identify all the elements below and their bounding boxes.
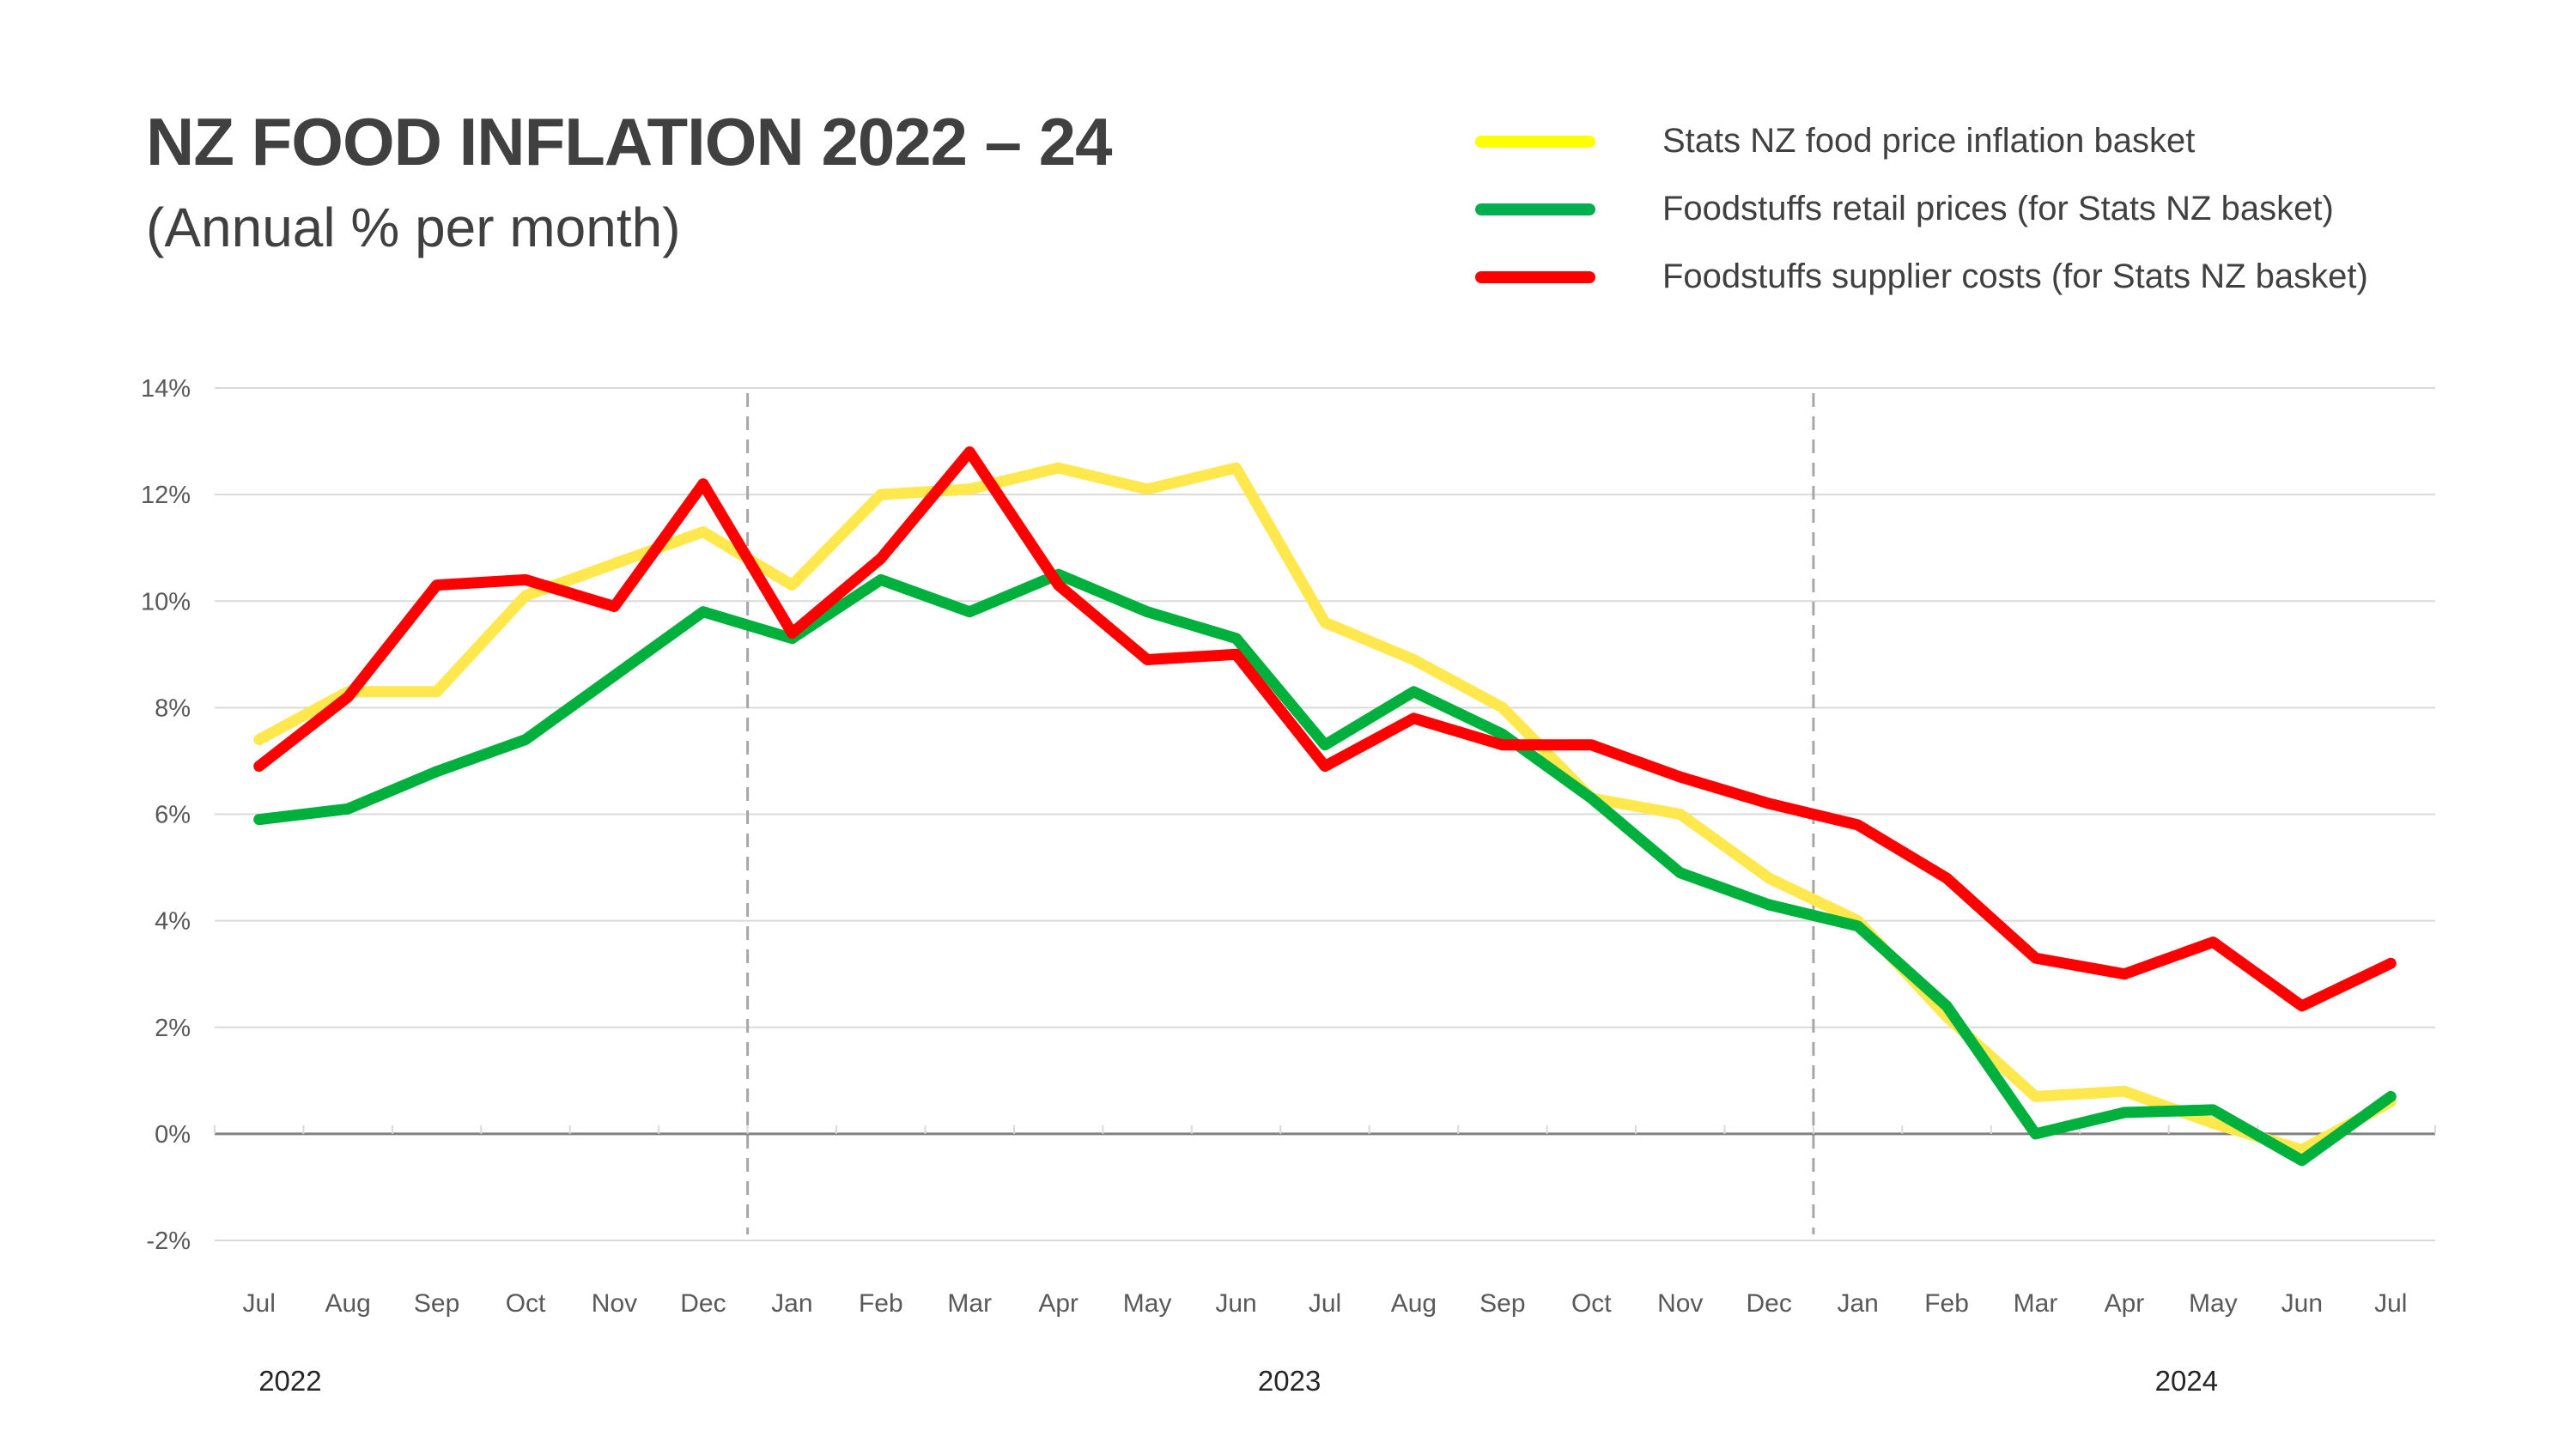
x-tick-label: Jan <box>1837 1289 1878 1318</box>
year-label: 2023 <box>1258 1365 1321 1397</box>
legend-label: Foodstuffs retail prices (for Stats NZ b… <box>1662 190 2334 227</box>
x-tick-label: Jun <box>2281 1289 2323 1318</box>
x-tick-label: Jan <box>771 1289 812 1318</box>
y-tick-label: -2% <box>146 1228 191 1255</box>
x-tick-label: Mar <box>2014 1289 2058 1318</box>
year-label: 2022 <box>258 1365 321 1397</box>
legend-swatch-red <box>1475 270 1595 283</box>
x-tick-label: Mar <box>947 1289 992 1318</box>
y-tick-label: 2% <box>155 1015 191 1042</box>
legend-item-retail: Foodstuffs retail prices (for Stats NZ b… <box>1475 175 2368 243</box>
series-line-supplier <box>253 446 2397 1012</box>
legend: Stats NZ food price inflation basket Foo… <box>1475 107 2368 311</box>
x-tick-label: Sep <box>1479 1289 1525 1318</box>
y-axis: -2% 0% 2% 4% 6% 8% 10% 12% 14% <box>141 375 191 1255</box>
x-tick-label: Apr <box>1038 1289 1078 1318</box>
legend-label: Foodstuffs supplier costs (for Stats NZ … <box>1662 258 2368 295</box>
year-label: 2024 <box>2155 1365 2218 1397</box>
x-tick-label: Dec <box>680 1289 726 1318</box>
x-tick-label: Jul <box>243 1289 276 1318</box>
series-line-retail <box>253 568 2397 1167</box>
series-line-stats-nz <box>253 462 2397 1155</box>
y-tick-label: 12% <box>141 482 191 509</box>
x-tick-label: May <box>2189 1289 2238 1318</box>
x-tick-label: Aug <box>1391 1289 1437 1318</box>
x-tick-label: Apr <box>2105 1289 2145 1318</box>
x-tick-label: Feb <box>1924 1289 1969 1318</box>
y-tick-label: 4% <box>155 908 191 936</box>
y-tick-label: 6% <box>155 802 191 829</box>
x-tick-label: Aug <box>325 1289 370 1318</box>
x-tick-label: Nov <box>1657 1289 1703 1318</box>
year-labels: 2022 2023 2024 <box>258 1365 2218 1397</box>
x-tick-label: Jul <box>2374 1289 2407 1318</box>
legend-item-stats-nz: Stats NZ food price inflation basket <box>1475 107 2368 175</box>
x-tick-label: Sep <box>414 1289 459 1318</box>
legend-swatch-green <box>1475 203 1595 215</box>
x-tick-label: Oct <box>1571 1289 1612 1318</box>
y-tick-label: 10% <box>141 588 191 615</box>
gridlines <box>215 387 2435 1241</box>
y-tick-label: 14% <box>141 375 191 403</box>
x-tick-label: Oct <box>506 1289 546 1318</box>
legend-label: Stats NZ food price inflation basket <box>1662 122 2196 160</box>
x-tick-label: Jul <box>1309 1289 1341 1318</box>
legend-item-supplier: Foodstuffs supplier costs (for Stats NZ … <box>1475 243 2368 311</box>
x-tick-label: Jun <box>1215 1289 1256 1318</box>
legend-swatch-yellow <box>1475 135 1595 148</box>
y-tick-label: 0% <box>155 1121 191 1149</box>
series-lines <box>253 446 2397 1167</box>
chart-title: NZ FOOD INFLATION 2022 – 24 <box>146 104 1112 179</box>
x-axis: Jul Aug Sep Oct Nov Dec Jan Feb Mar Apr May Jun Jul A… <box>214 1125 2436 1318</box>
y-tick-label: 8% <box>155 694 191 722</box>
x-tick-label: Feb <box>859 1289 903 1318</box>
chart-subtitle: (Annual % per month) <box>146 197 681 258</box>
x-tick-label: Dec <box>1747 1289 1792 1318</box>
x-tick-label: Nov <box>592 1289 637 1318</box>
x-tick-label: May <box>1123 1289 1172 1318</box>
